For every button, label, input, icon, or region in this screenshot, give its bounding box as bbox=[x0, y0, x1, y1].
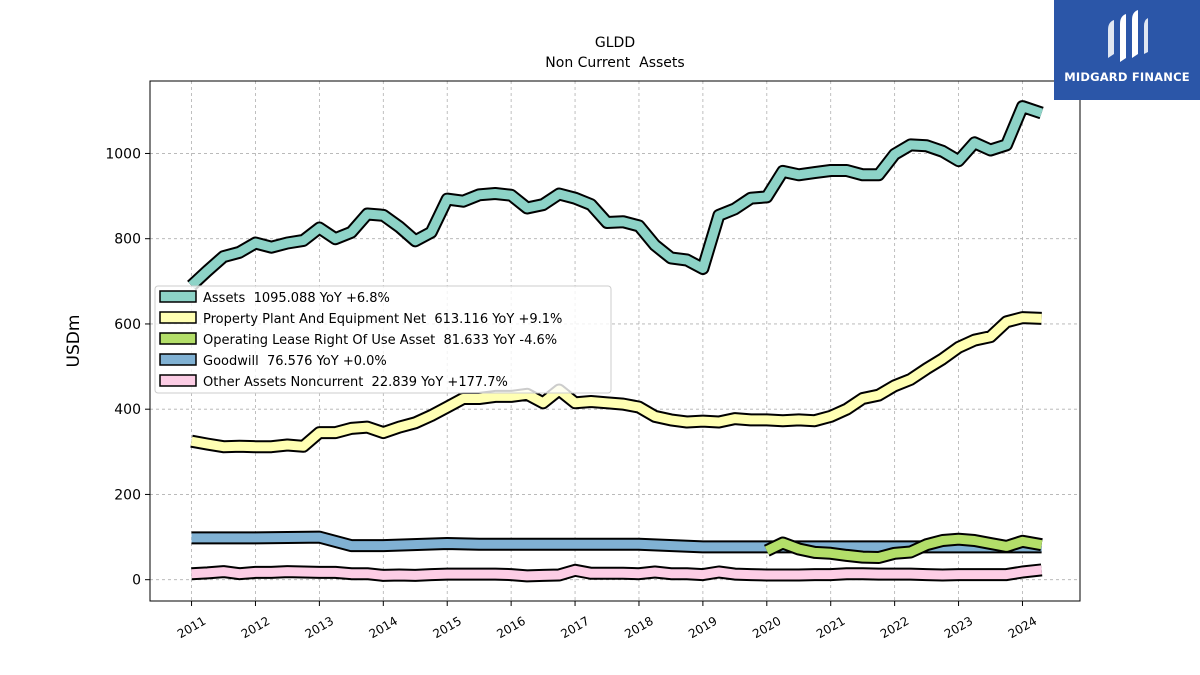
plot-frame bbox=[149, 80, 1081, 602]
x-axis: 2011 2012 2013 2014 2015 2016 2017 2018 2019 2020… bbox=[175, 601, 1039, 641]
legend: Assets 1095.088 YoY +6.8% Property Plant … bbox=[154, 285, 612, 394]
brand-logo: MIDGARD FINANCE bbox=[1054, 0, 1200, 100]
legend-label: Goodwill 76.576 YoY +0.0% bbox=[203, 354, 387, 369]
series-property-plant-and-equipment-net bbox=[190, 311, 1042, 454]
x-tick-label: 2021 bbox=[814, 614, 847, 641]
x-tick-label: 2011 bbox=[175, 614, 208, 641]
brand-name: MIDGARD FINANCE bbox=[1064, 70, 1190, 84]
series-layer bbox=[187, 100, 1044, 583]
x-tick-label: 2016 bbox=[494, 614, 527, 641]
y-tick-label: 0 bbox=[132, 573, 141, 589]
grid bbox=[150, 81, 1080, 601]
x-tick-label: 2014 bbox=[367, 614, 400, 641]
legend-swatch bbox=[159, 332, 197, 345]
legend-box bbox=[154, 285, 612, 394]
x-tick-label: 2023 bbox=[942, 614, 975, 641]
x-tick-label: 2015 bbox=[430, 614, 463, 641]
x-tick-label: 2012 bbox=[239, 614, 272, 641]
legend-label: Other Assets Noncurrent 22.839 YoY +177.… bbox=[203, 375, 508, 390]
x-tick-label: 2018 bbox=[622, 614, 655, 641]
legend-swatch bbox=[159, 353, 197, 366]
y-tick-label: 600 bbox=[114, 317, 141, 333]
chart-subtitle: Non Current Assets bbox=[545, 55, 684, 71]
chart-title: GLDD bbox=[595, 35, 635, 51]
legend-label: Assets 1095.088 YoY +6.8% bbox=[203, 291, 390, 306]
x-tick-label: 2020 bbox=[750, 614, 783, 641]
x-tick-label: 2017 bbox=[558, 614, 591, 641]
x-tick-label: 2022 bbox=[878, 614, 911, 641]
legend-label: Property Plant And Equipment Net 613.116… bbox=[203, 312, 562, 327]
brand-mark-icon bbox=[1108, 10, 1148, 62]
legend-swatch bbox=[159, 374, 197, 387]
y-axis: 0 200 400 600 800 1000 bbox=[105, 146, 150, 589]
series-line bbox=[188, 102, 1044, 289]
y-tick-label: 400 bbox=[114, 402, 141, 418]
legend-swatch bbox=[159, 290, 197, 303]
x-tick-label: 2013 bbox=[303, 614, 336, 641]
x-tick-label: 2024 bbox=[1006, 614, 1039, 641]
y-tick-label: 200 bbox=[114, 487, 141, 503]
series-line bbox=[764, 534, 1043, 562]
series-operating-lease-right-of-use-asset bbox=[763, 532, 1043, 564]
legend-swatch bbox=[159, 311, 197, 324]
x-tick-label: 2019 bbox=[686, 614, 719, 641]
y-axis-label: USDm bbox=[64, 315, 84, 368]
y-tick-label: 800 bbox=[114, 232, 141, 248]
series-assets bbox=[187, 100, 1044, 291]
series-other-assets-noncurrent bbox=[191, 563, 1043, 583]
y-tick-label: 1000 bbox=[105, 146, 141, 162]
legend-label: Operating Lease Right Of Use Asset 81.63… bbox=[203, 333, 557, 348]
series-line bbox=[190, 313, 1042, 452]
series-line bbox=[191, 565, 1043, 581]
